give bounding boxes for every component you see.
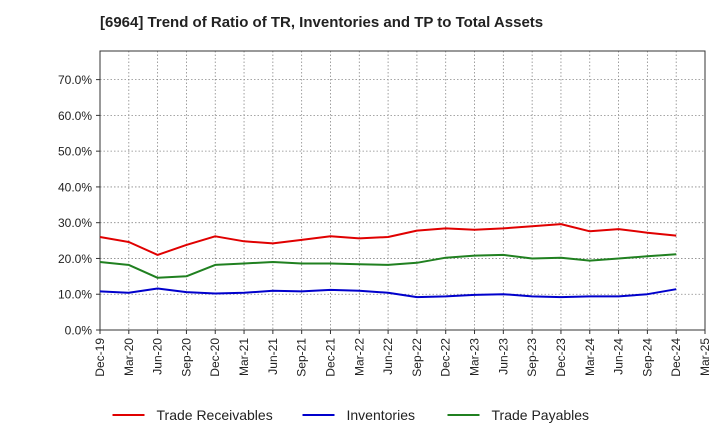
x-tick-label: Jun-20 (151, 338, 165, 375)
series-line (99, 223, 677, 256)
x-tick-label: Dec-20 (208, 338, 222, 377)
y-tick-label: 0.0% (65, 324, 93, 338)
x-tick-label: Sep-21 (295, 338, 309, 377)
x-tick-label: Dec-22 (439, 338, 453, 377)
x-tick-label: Sep-23 (525, 338, 539, 377)
x-tick-label: Mar-25 (698, 338, 712, 376)
series-line (99, 253, 677, 279)
x-tick-label: Jun-22 (381, 338, 395, 375)
x-tick-label: Dec-23 (554, 338, 568, 377)
x-tick-label: Jun-24 (612, 338, 626, 375)
x-tick-label: Mar-20 (122, 338, 136, 376)
x-tick-label: Mar-23 (468, 338, 482, 376)
x-tick-label: Jun-23 (496, 338, 510, 375)
x-tick-label: Sep-22 (410, 338, 424, 377)
grid (99, 51, 706, 331)
x-tick-label: Mar-22 (352, 338, 366, 376)
x-tick-label: Sep-20 (179, 338, 193, 377)
axes: 0.0% 10.0% 20.0% 30.0% 40.0% 50.0% 60.0% 70.0% D… (58, 50, 712, 377)
y-tick-label: 50.0% (58, 145, 92, 159)
x-tick-label: Dec-21 (323, 338, 337, 377)
legend-label: Trade Payables (492, 407, 590, 423)
y-tick-label: 40.0% (58, 180, 92, 194)
plot-area (100, 51, 705, 330)
x-tick-label: Sep-24 (640, 338, 654, 377)
y-tick-label: 20.0% (58, 252, 92, 266)
y-tick-label: 70.0% (58, 73, 92, 87)
series-line (99, 287, 677, 299)
x-tick-label: Mar-24 (583, 338, 597, 376)
x-tick-label: Dec-24 (669, 338, 683, 377)
legend-label: Inventories (347, 407, 415, 423)
x-tick-label: Jun-21 (266, 338, 280, 375)
series-group (99, 223, 677, 299)
legend-label: Trade Receivables (157, 407, 273, 423)
plot-frame (99, 50, 706, 331)
y-tick-label: 30.0% (58, 216, 92, 230)
chart-title: [6964] Trend of Ratio of TR, Inventories… (100, 14, 544, 31)
x-tick-label: Mar-21 (237, 338, 251, 376)
legend: Trade Receivables Inventories Trade Payabl… (112, 407, 590, 423)
y-tick-label: 60.0% (58, 109, 92, 123)
x-tick-label: Dec-19 (93, 338, 107, 377)
y-tick-label: 10.0% (58, 288, 92, 302)
